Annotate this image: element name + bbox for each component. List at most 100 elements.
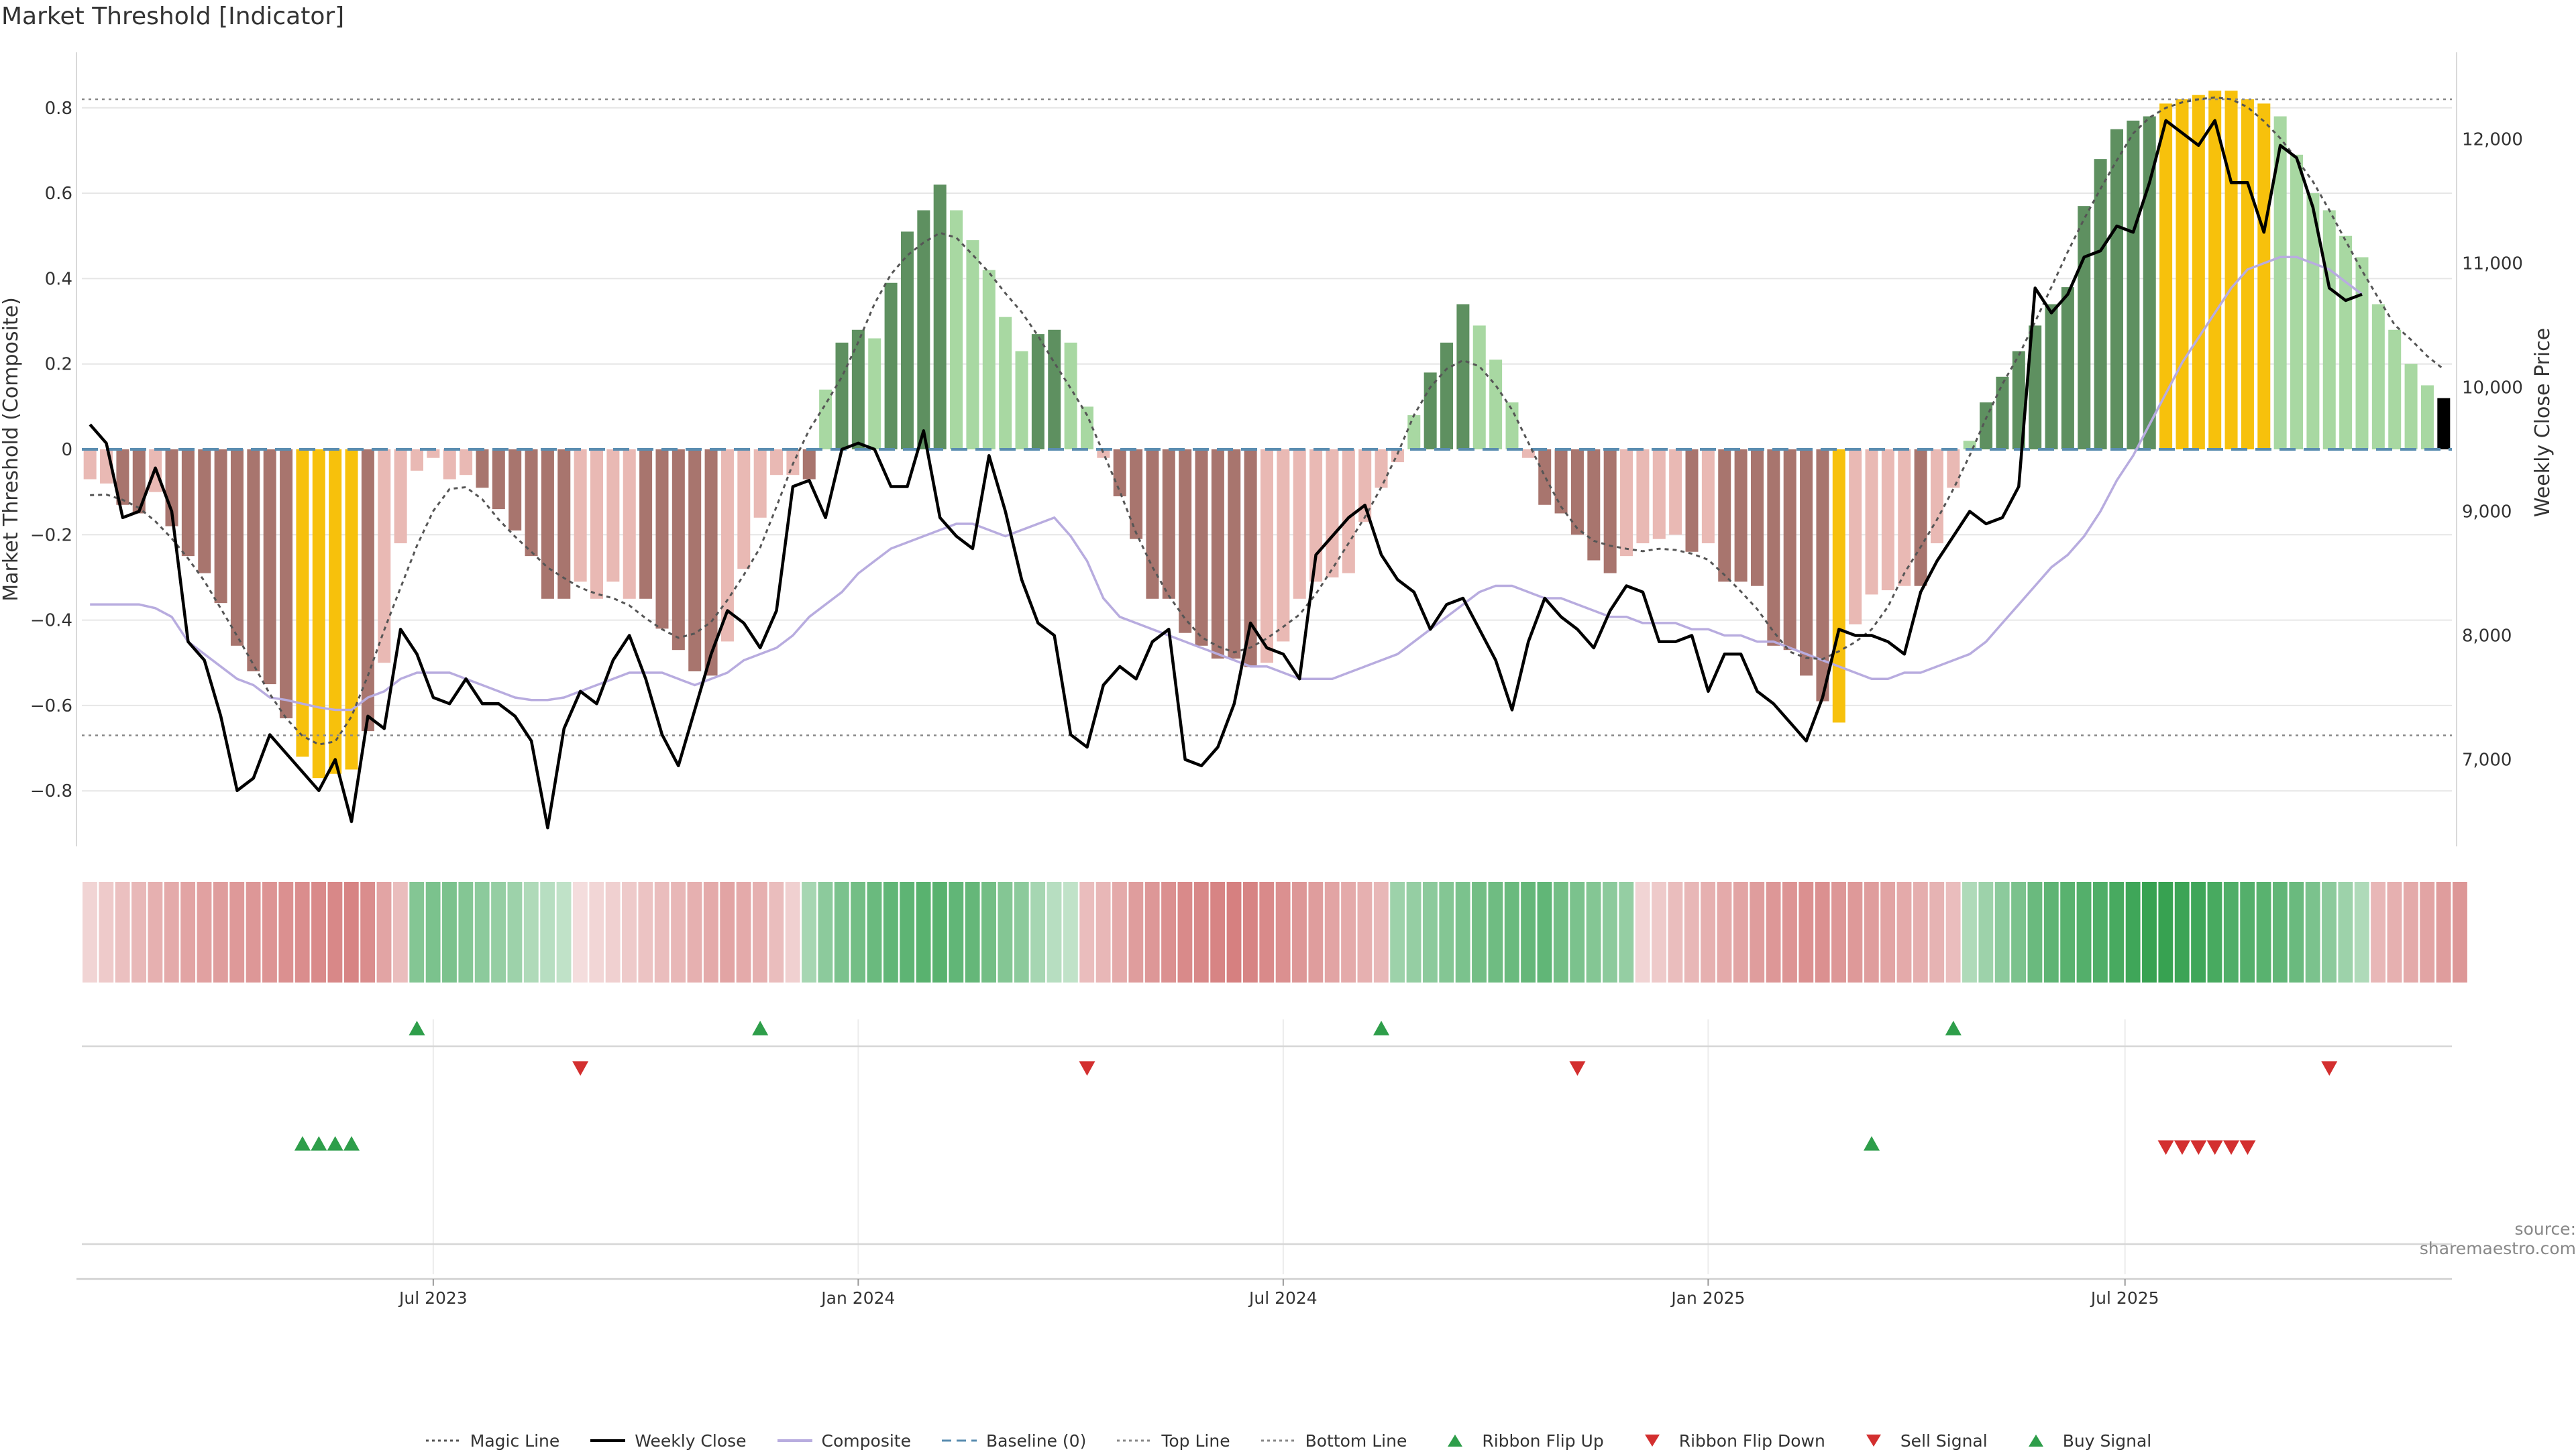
legend-label: Magic Line [470, 1431, 560, 1451]
threshold-bar [2176, 99, 2189, 450]
threshold-bar [1375, 449, 1388, 488]
ribbon-cell [376, 882, 392, 983]
ribbon-cell [131, 882, 146, 983]
ribbon-cell [1864, 882, 1879, 983]
ribbon-cell [965, 882, 980, 983]
legend-item: Composite [776, 1431, 911, 1451]
y-tick-label: 0.8 [45, 99, 72, 119]
y-axis-title: Market Threshold (Composite) [0, 297, 23, 602]
ribbon-cell [2109, 882, 2125, 983]
ribbon-cell [556, 882, 572, 983]
ribbon-cell [1259, 882, 1275, 983]
legend-label: Sell Signal [1900, 1431, 1988, 1451]
threshold-bar [329, 449, 342, 774]
y-tick-label: −0.2 [30, 525, 72, 545]
y2-axis-title: Weekly Close Price [2531, 328, 2555, 517]
buy-signal-marker [1864, 1136, 1880, 1151]
threshold-bar [1849, 449, 1862, 624]
ribbon-cell [1929, 882, 1945, 983]
ribbon-cell [736, 882, 751, 983]
ribbon-cell [2076, 882, 2092, 983]
ribbon-cell [474, 882, 490, 983]
threshold-bar [1669, 449, 1682, 535]
threshold-bar [2371, 304, 2385, 449]
threshold-bar [541, 449, 554, 599]
threshold-bar [2224, 91, 2238, 449]
threshold-bar [2094, 159, 2107, 450]
threshold-bar [1865, 449, 1878, 595]
ribbon-cell [1472, 882, 1487, 983]
threshold-bar [802, 449, 816, 480]
threshold-bar [1113, 449, 1126, 497]
ribbon-cell [1112, 882, 1127, 983]
ribbon-flip-down-marker [572, 1061, 589, 1076]
threshold-bar [181, 449, 195, 557]
ribbon-flip-up-marker [1373, 1021, 1390, 1036]
threshold-bar [2110, 129, 2124, 450]
threshold-bar [1652, 449, 1666, 539]
threshold-bar [2159, 103, 2173, 450]
legend-item: Bottom Line [1260, 1431, 1407, 1451]
legend-item: Buy Signal [2017, 1431, 2152, 1451]
ribbon-cell [2191, 882, 2206, 983]
series-lines [89, 96, 2445, 830]
legend-label: Ribbon Flip Down [1678, 1431, 1825, 1451]
ribbon-cell [2158, 882, 2174, 983]
threshold-bar [1440, 342, 1454, 449]
ribbon-cell [572, 882, 588, 983]
ribbon-cell [671, 882, 686, 983]
threshold-bar [2420, 385, 2434, 449]
threshold-bar [1881, 449, 1894, 591]
ribbon-cell [458, 882, 474, 983]
legend-item: Baseline (0) [941, 1431, 1086, 1451]
threshold-bar [2273, 116, 2287, 449]
threshold-bar [557, 449, 571, 599]
ribbon-cell [851, 882, 866, 983]
legend-label: Top Line [1161, 1431, 1230, 1451]
threshold-bar [2437, 398, 2451, 449]
threshold-bar [1489, 359, 1503, 449]
threshold-bar [2241, 99, 2254, 450]
threshold-bar [1031, 334, 1044, 449]
threshold-bar [1342, 449, 1355, 573]
ribbon-cell [1684, 882, 1699, 983]
ribbon-cell [343, 882, 359, 983]
y-tick-label: 0.6 [45, 184, 72, 204]
triangle-up-icon [1448, 1435, 1463, 1447]
threshold-bar [1277, 449, 1290, 642]
threshold-bar [900, 231, 914, 449]
y2-tick-label: 11,000 [2462, 254, 2523, 274]
threshold-bar [508, 449, 522, 530]
legend-label: Buy Signal [2062, 1431, 2152, 1451]
ribbon-flip-down-marker [1079, 1061, 1095, 1076]
threshold-bar [1064, 342, 1077, 449]
threshold-bar [1587, 449, 1601, 561]
ribbon-cell [900, 882, 915, 983]
ribbon-cell [1079, 882, 1095, 983]
ribbon-cell [720, 882, 735, 983]
ribbon-cell [246, 882, 261, 983]
threshold-bar [492, 449, 505, 510]
ribbon-cell [834, 882, 849, 983]
ribbon-cell [2092, 882, 2108, 983]
ribbon-cell [1847, 882, 1863, 983]
threshold-bar [606, 449, 620, 582]
threshold-bar [2404, 364, 2418, 449]
ribbon-cell [752, 882, 767, 983]
ribbon-cell [785, 882, 800, 983]
threshold-bar [2339, 235, 2353, 449]
ribbon-cell [540, 882, 555, 983]
threshold-bar [263, 449, 276, 685]
ribbon-cell [197, 882, 212, 983]
dotted-line-icon [1260, 1439, 1296, 1442]
threshold-bar [1048, 329, 1061, 449]
x-tick-label: Jul 2023 [398, 1288, 468, 1308]
threshold-bar [296, 449, 309, 757]
ribbon-cell [1570, 882, 1585, 983]
ribbon-cell [1945, 882, 1961, 983]
ribbon-cell [1357, 882, 1373, 983]
ribbon-cell [1373, 882, 1389, 983]
ribbon-cell [883, 882, 898, 983]
ribbon-cell [2207, 882, 2222, 983]
threshold-bar [1767, 449, 1780, 646]
